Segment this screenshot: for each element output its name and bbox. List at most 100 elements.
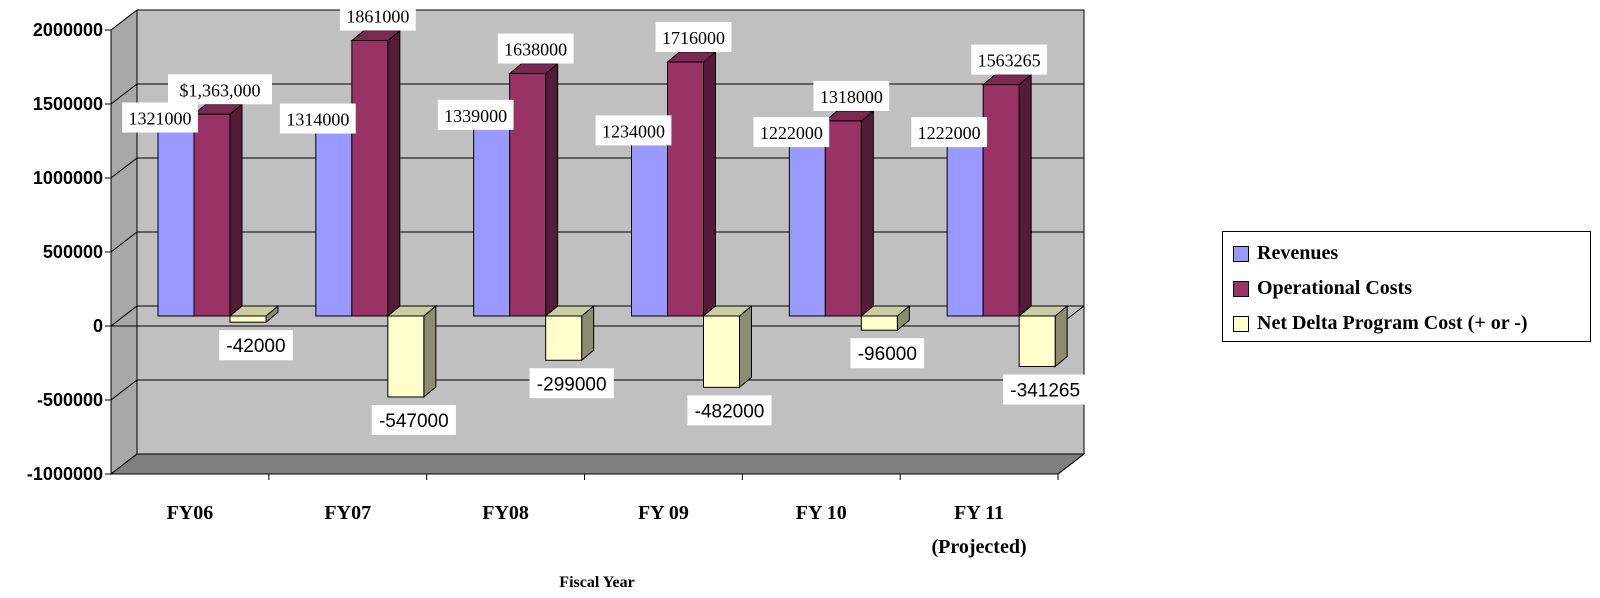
data-label: 1339000: [437, 99, 514, 130]
bar-2-6: [981, 73, 1033, 318]
legend-label: Operational Costs: [1257, 277, 1412, 299]
legend-item: Net Delta Program Cost (+ or -): [1233, 306, 1590, 341]
data-label: 1222000: [911, 117, 988, 148]
x-tick-label: (Projected): [932, 536, 1027, 558]
bar-3-6: [1017, 304, 1069, 368]
data-label: 1563265: [971, 44, 1048, 75]
y-tick-label: 2000000: [33, 20, 103, 40]
data-label-box: [122, 102, 198, 133]
data-label-text: 1314000: [286, 110, 349, 130]
chart-floor: [109, 453, 1086, 475]
y-tick-label: -500000: [37, 390, 103, 410]
bar-front: [1018, 315, 1056, 368]
data-label-text: 1234000: [602, 121, 665, 141]
data-label-text: 1222000: [918, 123, 981, 143]
data-label: 1318000: [813, 80, 890, 111]
bar-2-1: [192, 103, 244, 318]
data-label: 1638000: [497, 33, 574, 64]
data-label-text: 1339000: [444, 106, 507, 126]
bar-front: [631, 132, 668, 317]
x-tick-label: FY08: [482, 502, 529, 524]
data-label-text: 1222000: [760, 123, 823, 143]
data-label-box: [529, 368, 614, 399]
data-label: 1321000: [122, 102, 198, 133]
gridline-side: [110, 305, 138, 327]
bar-2-2: [350, 29, 402, 318]
y-tick-label: 1000000: [33, 168, 103, 188]
bar-side: [387, 29, 401, 318]
data-label: 1234000: [595, 115, 672, 146]
bar-front: [229, 315, 267, 323]
y-tick-label: 0: [93, 316, 103, 336]
data-label: 1861000: [339, 0, 416, 31]
y-tick-label: 500000: [43, 242, 103, 262]
data-label-text: 1861000: [346, 7, 409, 27]
bar-3-4: [702, 304, 753, 389]
x-tick-label: FY07: [324, 502, 371, 524]
data-label: 1314000: [279, 103, 356, 134]
bar-front: [982, 84, 1020, 317]
data-label-box: [655, 22, 732, 53]
x-axis-title: Fiscal Year: [559, 574, 634, 591]
data-label-text: 1716000: [662, 28, 725, 48]
gridline-side: [110, 231, 138, 253]
data-label: -341265: [1003, 374, 1088, 405]
bar-side: [703, 50, 716, 318]
data-label: -96000: [850, 338, 925, 369]
data-label-box: [168, 74, 272, 105]
data-label-text: -96000: [858, 344, 917, 365]
legend-label: Revenues: [1257, 242, 1339, 264]
data-label-box: [497, 33, 574, 64]
bar-side: [423, 304, 437, 399]
data-label-box: [219, 330, 293, 361]
bar-3-3: [544, 304, 596, 362]
data-label: $1,363,000: [168, 74, 272, 105]
data-label: -42000: [219, 330, 293, 361]
bar-side: [545, 62, 559, 318]
data-label-text: -42000: [226, 336, 285, 357]
legend-item: Revenues: [1233, 236, 1590, 271]
gridline-side: [110, 157, 138, 179]
bar-3-5: [859, 304, 911, 332]
data-label-box: [687, 395, 772, 426]
bar-side: [1018, 73, 1032, 318]
data-label-box: [813, 80, 890, 111]
data-label-text: 1563265: [978, 51, 1041, 71]
legend-item: Operational Costs: [1233, 271, 1590, 306]
data-label-box: [371, 404, 456, 435]
bar-3-2: [386, 304, 438, 399]
floor-edge: [1057, 453, 1085, 475]
data-label-box: [1003, 374, 1088, 405]
bar-front: [157, 119, 195, 317]
bar-front: [824, 120, 862, 317]
gridline-side: [110, 83, 138, 105]
bar-side: [739, 304, 752, 389]
data-label: 1222000: [753, 117, 830, 148]
bar-front: [193, 113, 231, 317]
bar-front: [946, 134, 984, 317]
chart-legend: Revenues Operational Costs Net Delta Progr…: [1222, 231, 1591, 342]
bar-front: [351, 40, 389, 317]
data-label: -547000: [371, 404, 456, 435]
legend-label: Net Delta Program Cost (+ or -): [1257, 312, 1528, 334]
data-label-text: 1321000: [129, 108, 192, 128]
x-tick-label: FY06: [167, 502, 214, 524]
data-label-box: [279, 103, 356, 134]
bar-front: [667, 61, 704, 317]
data-label-text: -482000: [695, 401, 765, 422]
y-tick-label: -1000000: [27, 464, 103, 484]
y-tick-label: 1500000: [33, 94, 103, 114]
data-label-box: [595, 115, 672, 146]
data-label-text: 1318000: [820, 87, 883, 107]
bar-2-5: [823, 109, 875, 318]
bar-front: [860, 315, 898, 331]
data-label: -299000: [529, 368, 614, 399]
data-label: 1716000: [655, 22, 732, 53]
bar-side: [229, 103, 243, 318]
bar-side: [860, 109, 874, 318]
data-label: -482000: [687, 395, 772, 426]
bar-front: [703, 315, 740, 388]
data-label-text: -299000: [537, 374, 607, 395]
x-tick-label: FY 09: [638, 502, 689, 524]
bar-front: [473, 117, 511, 317]
